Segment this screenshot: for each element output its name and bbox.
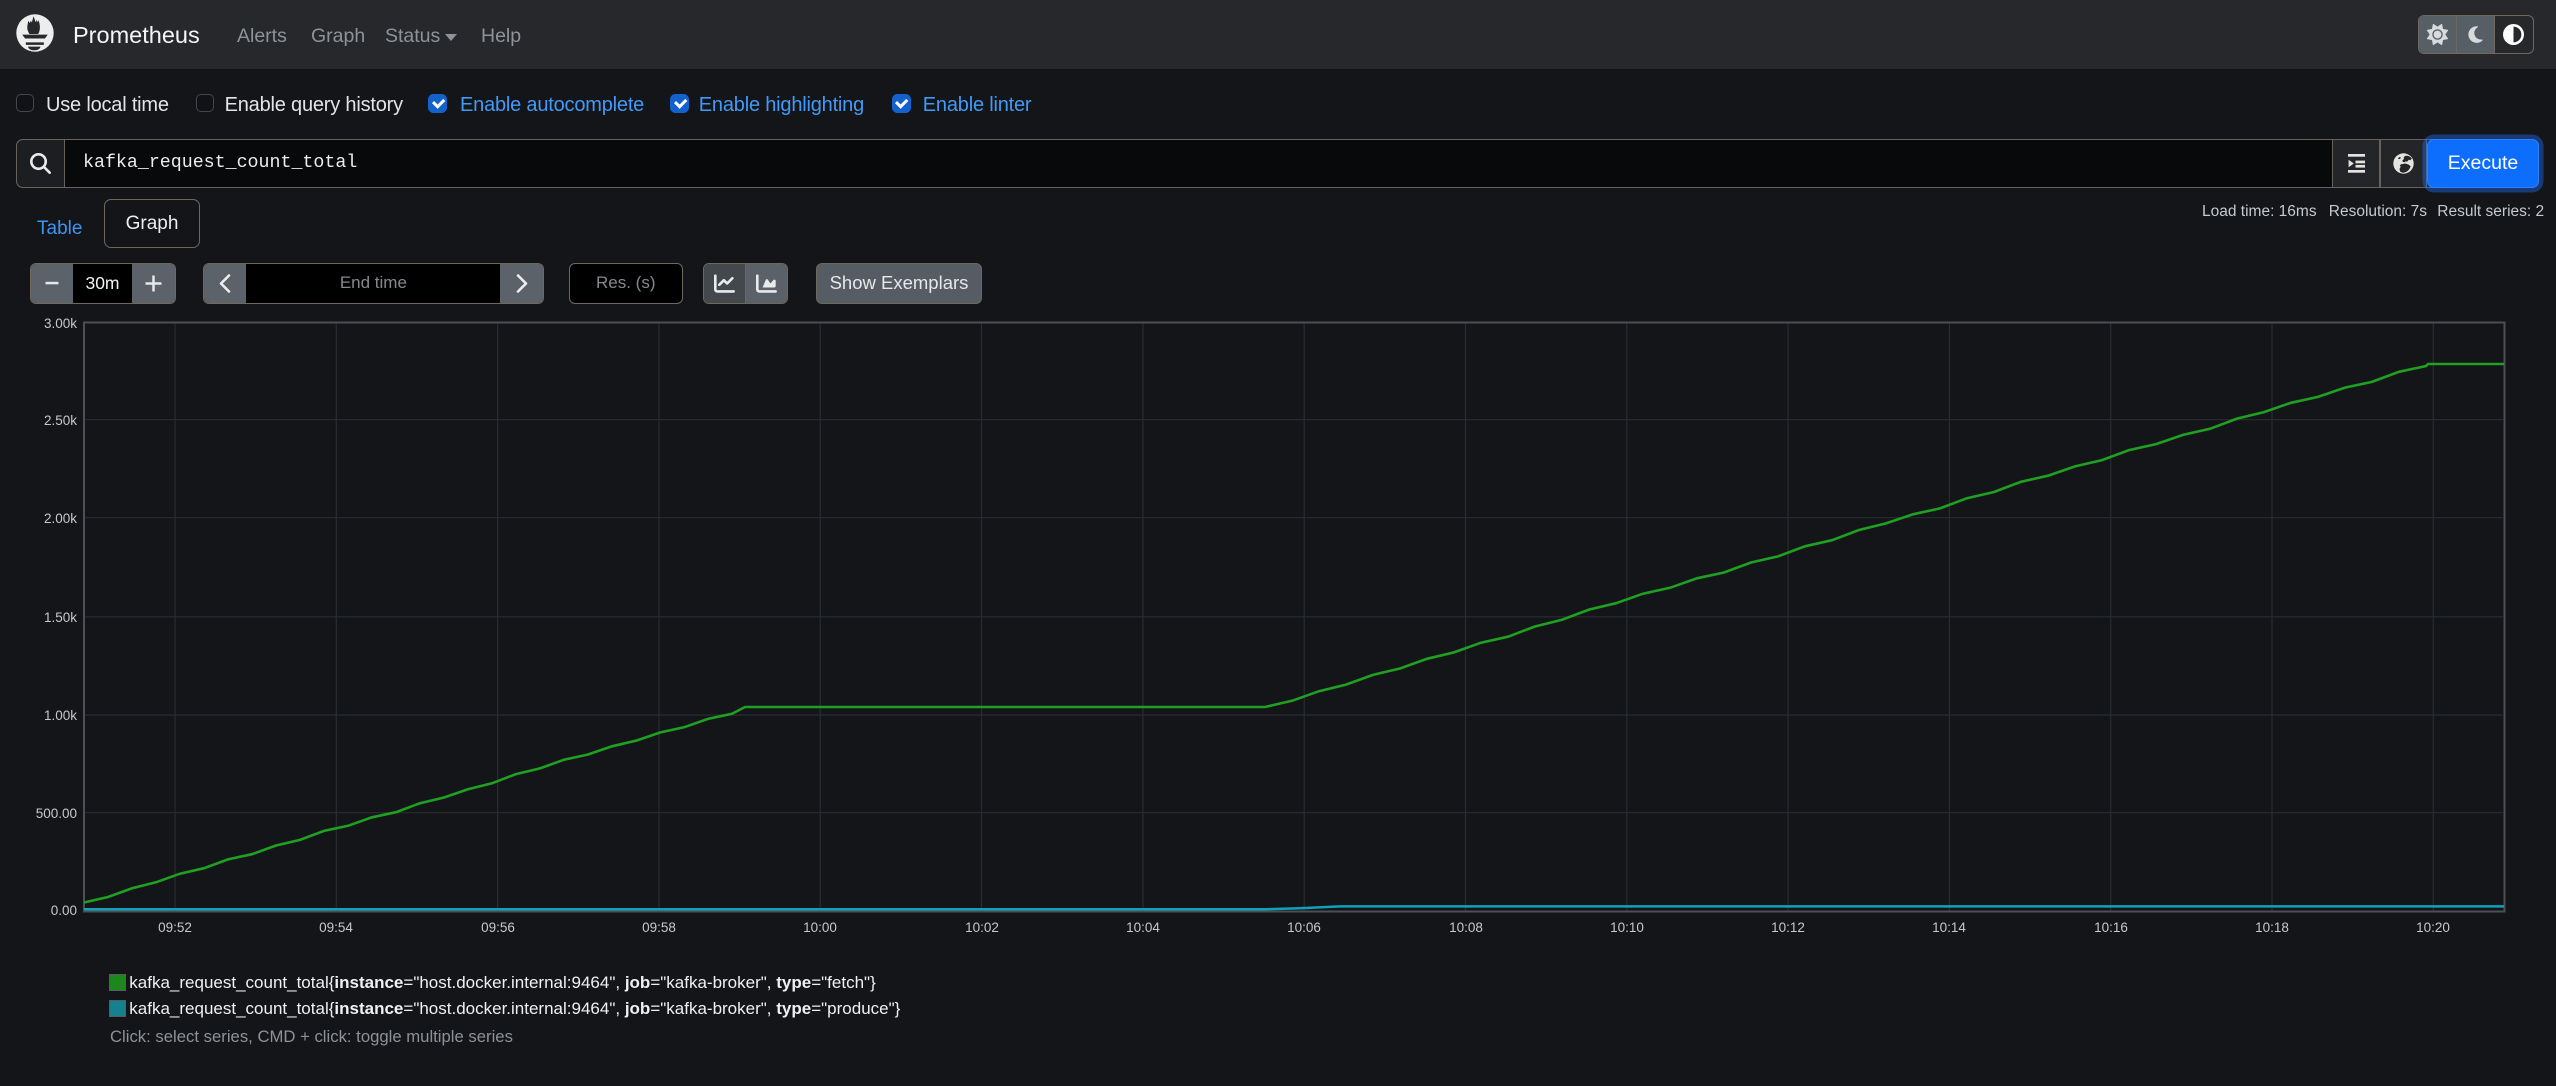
svg-text:09:58: 09:58 — [642, 920, 676, 935]
svg-text:1.50k: 1.50k — [44, 610, 77, 625]
svg-text:10:00: 10:00 — [803, 920, 837, 935]
svg-text:500.00: 500.00 — [36, 806, 77, 821]
svg-text:10:02: 10:02 — [965, 920, 999, 935]
svg-text:10:14: 10:14 — [1932, 920, 1966, 935]
svg-text:10:18: 10:18 — [2255, 920, 2289, 935]
svg-text:09:54: 09:54 — [319, 920, 353, 935]
svg-text:09:56: 09:56 — [481, 920, 515, 935]
svg-text:3.00k: 3.00k — [44, 316, 77, 331]
svg-text:1.00k: 1.00k — [44, 708, 77, 723]
svg-text:2.50k: 2.50k — [44, 413, 77, 428]
svg-text:10:16: 10:16 — [2094, 920, 2128, 935]
svg-text:09:52: 09:52 — [158, 920, 192, 935]
svg-text:10:04: 10:04 — [1126, 920, 1160, 935]
svg-text:10:10: 10:10 — [1610, 920, 1644, 935]
svg-text:10:08: 10:08 — [1449, 920, 1483, 935]
svg-text:0.00: 0.00 — [51, 903, 77, 918]
svg-text:10:12: 10:12 — [1771, 920, 1805, 935]
svg-text:10:20: 10:20 — [2416, 920, 2450, 935]
svg-text:2.00k: 2.00k — [44, 511, 77, 526]
svg-text:10:06: 10:06 — [1287, 920, 1321, 935]
